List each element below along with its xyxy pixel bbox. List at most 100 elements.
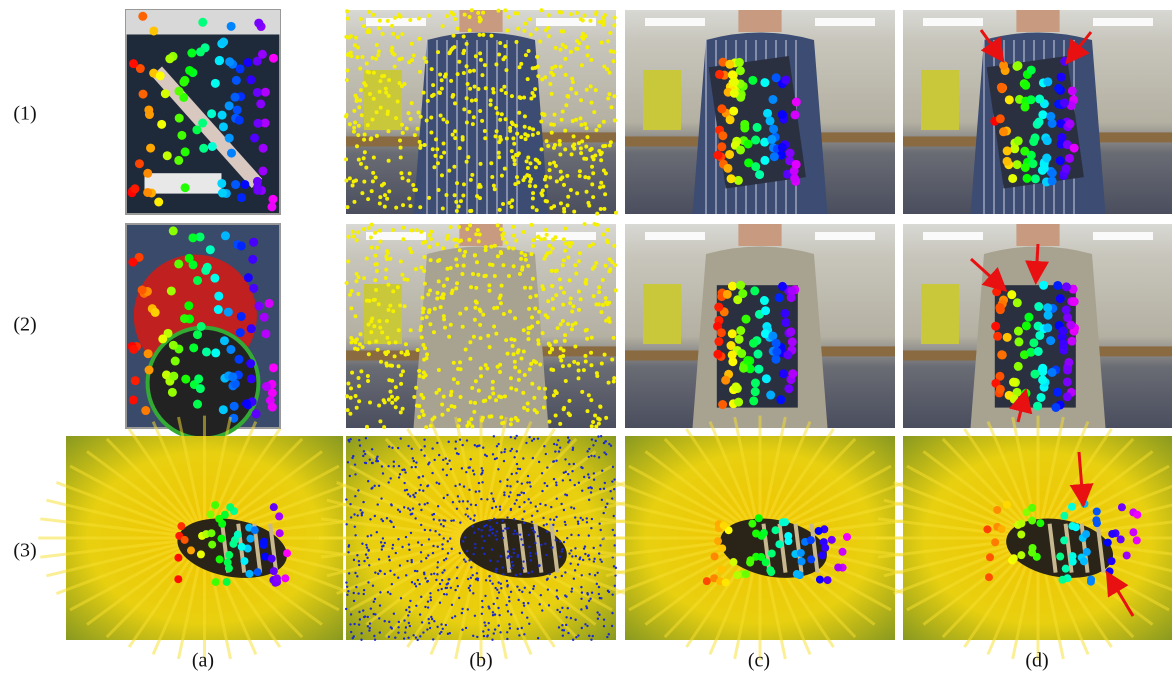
keypoint xyxy=(375,43,379,47)
keypoint xyxy=(515,435,517,437)
feature-point xyxy=(1024,313,1033,322)
keypoint xyxy=(382,472,384,474)
keypoint xyxy=(366,546,368,548)
feature-point xyxy=(749,339,758,348)
keypoint xyxy=(401,237,405,241)
keypoint xyxy=(535,208,539,212)
feature-point xyxy=(730,558,738,566)
feature-point xyxy=(1072,523,1080,531)
keypoint xyxy=(588,635,590,637)
keypoint xyxy=(394,340,398,344)
keypoint xyxy=(433,572,435,574)
keypoint xyxy=(472,635,474,637)
keypoint xyxy=(355,96,359,100)
keypoint xyxy=(459,521,461,523)
keypoint xyxy=(484,363,488,367)
keypoint xyxy=(585,126,589,130)
keypoint xyxy=(397,447,399,449)
keypoint xyxy=(468,70,472,74)
feature-point xyxy=(720,521,728,529)
keypoint xyxy=(574,547,576,549)
keypoint xyxy=(487,283,491,287)
keypoint xyxy=(537,437,539,439)
keypoint xyxy=(448,50,452,54)
feature-point xyxy=(992,287,1001,296)
keypoint xyxy=(414,188,418,192)
keypoint xyxy=(515,132,519,136)
keypoint xyxy=(514,530,516,532)
feature-point xyxy=(1035,95,1044,104)
keypoint xyxy=(542,113,546,117)
feature-point xyxy=(219,405,228,414)
feature-point xyxy=(1014,327,1023,336)
feature-point xyxy=(1048,368,1057,377)
keypoint xyxy=(399,511,401,513)
feature-point xyxy=(1014,337,1023,346)
keypoint xyxy=(613,534,615,536)
keypoint xyxy=(587,204,591,208)
keypoint xyxy=(368,564,370,566)
desk xyxy=(1092,132,1172,142)
feature-point xyxy=(258,50,267,59)
feature-point xyxy=(269,54,278,63)
keypoint xyxy=(453,519,455,521)
keypoint xyxy=(395,552,397,554)
feature-point xyxy=(1070,144,1079,153)
keypoint xyxy=(570,152,574,156)
keypoint xyxy=(409,509,411,511)
keypoint xyxy=(541,609,543,611)
keypoint xyxy=(500,88,504,92)
keypoint xyxy=(383,351,387,355)
feature-point xyxy=(174,575,182,583)
keypoint xyxy=(354,473,356,475)
keypoint xyxy=(500,587,502,589)
keypoint xyxy=(602,23,606,27)
keypoint xyxy=(382,425,386,429)
keypoint xyxy=(536,131,540,135)
keypoint xyxy=(357,489,359,491)
keypoint xyxy=(388,556,390,558)
keypoint xyxy=(355,337,359,341)
keypoint xyxy=(357,384,361,388)
keypoint xyxy=(445,587,447,589)
keypoint xyxy=(453,193,457,197)
keypoint xyxy=(348,440,350,442)
keypoint xyxy=(432,93,436,97)
feature-point xyxy=(1058,327,1067,336)
feature-point xyxy=(1008,174,1017,183)
keypoint xyxy=(509,450,511,452)
keypoint xyxy=(558,422,562,426)
feature-point xyxy=(766,116,775,125)
keypoint xyxy=(496,538,498,540)
keypoint xyxy=(441,292,445,296)
keypoint xyxy=(471,525,473,527)
keypoint xyxy=(358,560,360,562)
feature-point xyxy=(194,374,203,383)
keypoint xyxy=(466,82,470,86)
keypoint xyxy=(576,362,580,366)
keypoint xyxy=(512,548,514,550)
keypoint xyxy=(567,436,569,438)
keypoint xyxy=(556,498,558,500)
feature-point xyxy=(180,314,189,323)
keypoint xyxy=(393,574,395,576)
feature-point xyxy=(1067,337,1076,346)
keypoint xyxy=(535,552,537,554)
keypoint xyxy=(488,395,492,399)
keypoint xyxy=(441,579,443,581)
keypoint xyxy=(522,230,526,234)
keypoint xyxy=(575,39,579,43)
keypoint xyxy=(613,16,617,20)
feature-point xyxy=(839,548,847,556)
feature-point xyxy=(129,396,138,405)
keypoint xyxy=(569,50,573,54)
keypoint xyxy=(418,503,420,505)
feature-point xyxy=(750,286,759,295)
keypoint xyxy=(502,566,504,568)
keypoint xyxy=(491,386,495,390)
keypoint xyxy=(532,529,534,531)
feature-point xyxy=(752,530,760,538)
keypoint xyxy=(511,448,513,450)
feature-point xyxy=(215,56,224,65)
keypoint xyxy=(480,473,482,475)
